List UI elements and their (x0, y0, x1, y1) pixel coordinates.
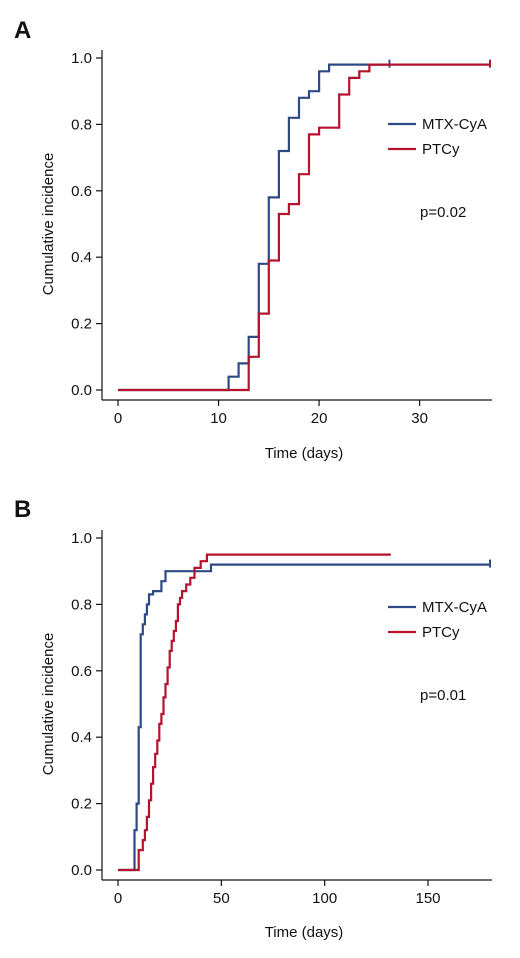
panel-a-y-axis-label: Cumulative incidence (40, 153, 57, 296)
panel-a-x-axis-label: Time (days) (265, 445, 344, 462)
y-tick-label: 0.2 (71, 316, 92, 333)
panel-a-legend-ptcy: PTCy (422, 141, 460, 158)
y-tick-label: 0.6 (71, 663, 92, 680)
x-tick-label: 30 (411, 410, 428, 427)
panel-b: B 0.0 0.2 0.4 0.6 0.8 1.0 0 50 100 150 Cumulativ… (14, 496, 492, 941)
x-tick-label: 50 (213, 890, 230, 907)
y-tick-label: 0.0 (71, 862, 92, 879)
series-line-mtx-cya (118, 63, 390, 392)
y-tick-label: 0.8 (71, 116, 92, 133)
panel-b-legend: MTX-CyA PTCy (388, 599, 487, 641)
x-tick-label: 0 (114, 890, 122, 907)
y-tick-label: 0.4 (71, 249, 92, 266)
panel-a-x-axis: 0 10 20 30 (114, 400, 428, 427)
y-tick-label: 1.0 (71, 50, 92, 67)
panel-a-label: A (14, 17, 31, 44)
panel-a-legend: MTX-CyA PTCy (388, 116, 487, 158)
x-tick-label: 20 (311, 410, 328, 427)
series-line-ptcy (118, 553, 391, 872)
x-tick-label: 10 (210, 410, 227, 427)
panel-b-x-axis: 0 50 100 150 (114, 880, 441, 907)
panel-a-y-axis: 0.0 0.2 0.4 0.6 0.8 1.0 (71, 50, 102, 399)
series-line-ptcy (118, 63, 490, 392)
panel-a-series (118, 59, 491, 392)
x-tick-label: 150 (415, 890, 440, 907)
panel-a-p-value: p=0.02 (420, 204, 466, 221)
panel-a: A 0.0 0.2 0.4 0.6 0.8 1.0 0 10 20 30 Cumulative … (14, 17, 492, 462)
y-tick-label: 0.8 (71, 596, 92, 613)
panel-b-label: B (14, 496, 31, 523)
panel-b-legend-ptcy: PTCy (422, 624, 460, 641)
panel-b-series (118, 553, 491, 872)
y-tick-label: 1.0 (71, 530, 92, 547)
y-tick-label: 0.4 (71, 729, 92, 746)
x-tick-label: 0 (114, 410, 122, 427)
panel-b-y-axis-label: Cumulative incidence (40, 633, 57, 776)
panel-b-p-value: p=0.01 (420, 687, 466, 704)
panel-b-y-axis: 0.0 0.2 0.4 0.6 0.8 1.0 (71, 530, 102, 879)
panel-b-legend-mtx-cya: MTX-CyA (422, 599, 487, 616)
x-tick-label: 100 (312, 890, 337, 907)
y-tick-label: 0.6 (71, 183, 92, 200)
panel-a-legend-mtx-cya: MTX-CyA (422, 116, 487, 133)
y-tick-label: 0.0 (71, 382, 92, 399)
series-line-mtx-cya (118, 563, 490, 872)
y-tick-label: 0.2 (71, 796, 92, 813)
panel-b-x-axis-label: Time (days) (265, 924, 344, 941)
